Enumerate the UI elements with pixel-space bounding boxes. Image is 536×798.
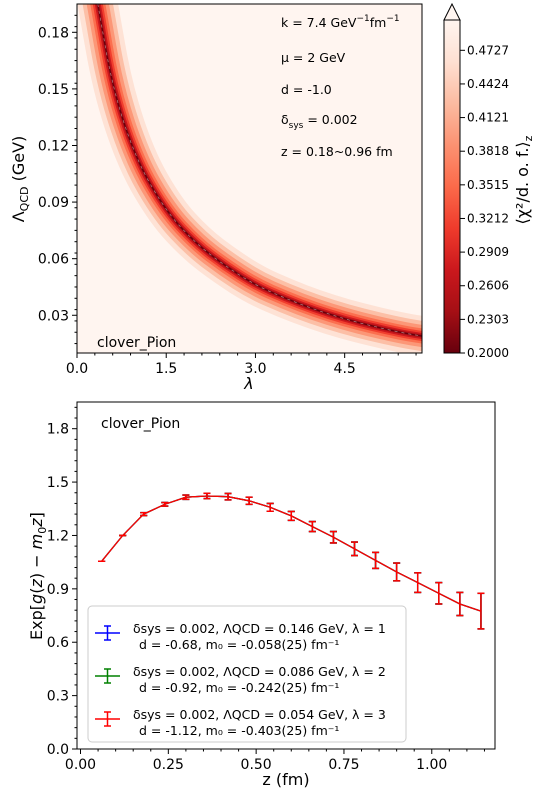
data-point [350, 541, 358, 557]
data-point [456, 591, 464, 617]
data-point [393, 562, 401, 582]
data-point [203, 492, 211, 500]
colorbar-tick-label: 0.3818 [467, 144, 509, 158]
heatmap-xtick-label: 4.5 [334, 361, 356, 377]
heatmap-ytick-label: 0.03 [38, 308, 69, 324]
valley-band-7 [97, 4, 422, 337]
colorbar-tick-label: 0.2606 [467, 279, 509, 293]
heatmap-xlabel: λ [243, 374, 253, 393]
legend-box [87, 605, 407, 743]
heatmap-ytick-label: 0.15 [38, 82, 69, 98]
line-ytick-label: 0.6 [47, 635, 69, 651]
heatmap-ytick-label: 0.12 [38, 138, 69, 154]
legend-label-line1: δsys = 0.002, ΛQCD = 0.054 GeV, λ = 3 [133, 707, 386, 722]
line-xtick-label: 0.75 [328, 757, 359, 773]
line-dataset-label: clover_Pion [101, 416, 180, 432]
annotation-delta-sys: δsys = 0.002 [281, 112, 358, 131]
colorbar-tick-label: 0.2909 [467, 245, 509, 259]
line-xlabel: z (fm) [262, 770, 309, 789]
series-3 [98, 492, 485, 630]
data-point [329, 530, 337, 544]
data-point [435, 581, 443, 605]
data-point [308, 520, 316, 533]
colorbar-tick-label: 0.2000 [467, 346, 509, 360]
annotation-d: d = -1.0 [281, 82, 332, 97]
line-ytick-label: 0.9 [47, 582, 69, 598]
legend-label-line1: δsys = 0.002, ΛQCD = 0.086 GeV, λ = 2 [133, 664, 386, 679]
heatmap-annotations: k = 7.4 GeV−1fm−1 μ = 2 GeV d = -1.0 δsy… [281, 14, 400, 159]
line-xtick-label: 0.50 [241, 757, 272, 773]
line-ylabel: Exp[g(z) − m0z] [27, 512, 49, 640]
legend: δsys = 0.002, ΛQCD = 0.146 GeV, λ = 1d =… [87, 605, 407, 743]
data-point [287, 510, 295, 522]
minimum-valley [77, 4, 422, 353]
heatmap-panel: 0.0 1.5 3.0 4.5 0.03 0.06 0.09 0.12 0.15 0.18 λ Λ… [9, 2, 535, 393]
line-ytick-label: 1.5 [47, 475, 69, 491]
annotation-k: k = 7.4 GeV−1fm−1 [281, 14, 400, 30]
data-point [414, 572, 422, 594]
colorbar-tick-label: 0.4424 [467, 77, 509, 91]
colorbar: 0.2000 0.2303 0.2606 0.2909 0.3212 0.3515 0.38… [443, 2, 535, 360]
data-point [266, 502, 274, 513]
annotation-z-range: z = 0.18~0.96 fm [281, 144, 393, 159]
colorbar-tick-label: 0.3515 [467, 178, 509, 192]
colorbar-extend-arrow [443, 2, 461, 21]
data-point [245, 496, 253, 506]
line-xtick-label: 0.00 [65, 757, 96, 773]
legend-label-line2: d = -0.92, m₀ = -0.242(25) fm⁻¹ [139, 680, 339, 695]
data-point [224, 492, 232, 501]
data-point [140, 511, 148, 517]
legend-item-3: δsys = 0.002, ΛQCD = 0.054 GeV, λ = 3d =… [95, 707, 386, 738]
legend-label-line2: d = -1.12, m₀ = -0.403(25) fm⁻¹ [139, 723, 339, 738]
colorbar-ticks: 0.2000 0.2303 0.2606 0.2909 0.3212 0.3515 0.38… [460, 43, 509, 360]
line-ytick-label: 0.3 [47, 689, 69, 705]
line-panel: 0.00 0.25 0.50 0.75 1.00 0.0 0.3 0.6 0.9 1.2 1.5 1.… [27, 401, 496, 789]
line-ytick-label: 1.8 [47, 422, 69, 438]
data-point [161, 501, 169, 507]
line-xtick-label: 0.25 [153, 757, 184, 773]
colorbar-tick-label: 0.3212 [467, 211, 509, 225]
colorbar-label: ⟨χ²/d. o. f.⟩z [513, 135, 535, 224]
line-plot-frame [76, 401, 496, 750]
colorbar-tick-label: 0.2303 [467, 312, 509, 326]
colorbar-tick-label: 0.4727 [467, 43, 509, 57]
heatmap-xtick-label: 1.5 [155, 361, 177, 377]
heatmap-xtick-label: 3.0 [244, 361, 266, 377]
legend-label-line2: d = -0.68, m₀ = -0.058(25) fm⁻¹ [139, 637, 339, 652]
heatmap-ytick-label: 0.06 [38, 252, 69, 268]
legend-label-line1: δsys = 0.002, ΛQCD = 0.146 GeV, λ = 1 [133, 621, 386, 636]
colorbar-gradient [443, 19, 461, 354]
line-xtick-label: 1.00 [416, 757, 447, 773]
heatmap-ytick-label: 0.09 [38, 195, 69, 211]
series-lines [98, 492, 485, 630]
legend-item-1: δsys = 0.002, ΛQCD = 0.146 GeV, λ = 1d =… [95, 621, 386, 652]
line-ytick-label: 0.0 [47, 742, 69, 758]
line-axes: 0.00 0.25 0.50 0.75 1.00 0.0 0.3 0.6 0.9 1.2 1.5 1.… [47, 406, 485, 773]
line-ytick-label: 1.2 [47, 528, 69, 544]
heatmap-frame [76, 3, 423, 354]
heatmap-dataset-label: clover_Pion [97, 335, 176, 351]
heatmap-ylabel: ΛQCD (GeV) [9, 136, 31, 223]
colorbar-tick-label: 0.4121 [467, 111, 509, 125]
data-point [477, 592, 485, 630]
heatmap-axes: 0.0 1.5 3.0 4.5 0.03 0.06 0.09 0.12 0.15 0.18 [38, 14, 417, 377]
data-point [182, 494, 190, 501]
annotation-mu: μ = 2 GeV [281, 50, 346, 65]
legend-item-2: δsys = 0.002, ΛQCD = 0.086 GeV, λ = 2d =… [95, 664, 386, 695]
data-point [372, 551, 380, 570]
heatmap-xtick-label: 0.0 [66, 361, 88, 377]
heatmap-ytick-label: 0.18 [38, 25, 69, 41]
